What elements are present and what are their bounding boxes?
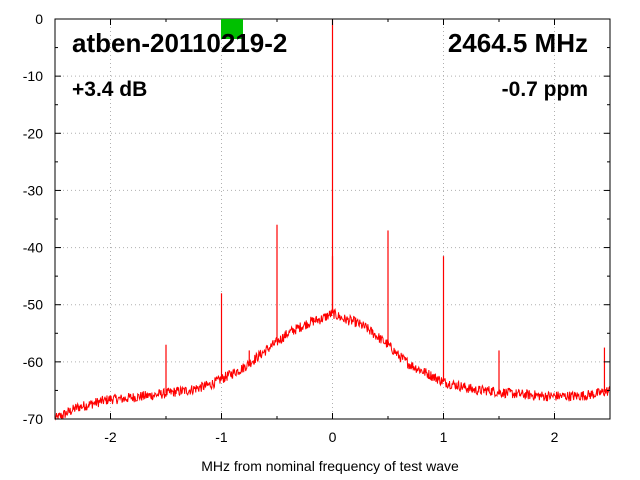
x-tick-label: 0 — [329, 429, 337, 445]
y-tick-label: -10 — [23, 68, 43, 84]
x-tick-label: -1 — [215, 429, 228, 445]
offset-label: -0.7 ppm — [502, 78, 588, 101]
x-tick-label: 2 — [551, 429, 559, 445]
device-label: atben-20110219-2 — [72, 28, 287, 58]
y-tick-label: -60 — [23, 354, 43, 370]
x-tick-label: -2 — [104, 429, 117, 445]
status-indicator — [221, 19, 243, 39]
spur-layer — [165, 19, 606, 394]
x-axis-title: MHz from nominal frequency of test wave — [201, 458, 459, 474]
y-tick-label: -20 — [23, 125, 43, 141]
y-tick-label: -40 — [23, 240, 43, 256]
x-tick-labels: -2 -1 0 1 2 — [104, 429, 558, 445]
gain-label: +3.4 dB — [72, 78, 147, 101]
y-tick-label: -30 — [23, 182, 43, 198]
y-tick-labels: 0 -10 -20 -30 -40 -50 -60 -70 — [23, 11, 43, 427]
y-tick-label: 0 — [35, 11, 43, 27]
y-tick-label: -70 — [23, 411, 43, 427]
x-tick-label: 1 — [440, 429, 448, 445]
y-tick-label: -50 — [23, 297, 43, 313]
frequency-label: 2464.5 MHz — [448, 28, 588, 58]
